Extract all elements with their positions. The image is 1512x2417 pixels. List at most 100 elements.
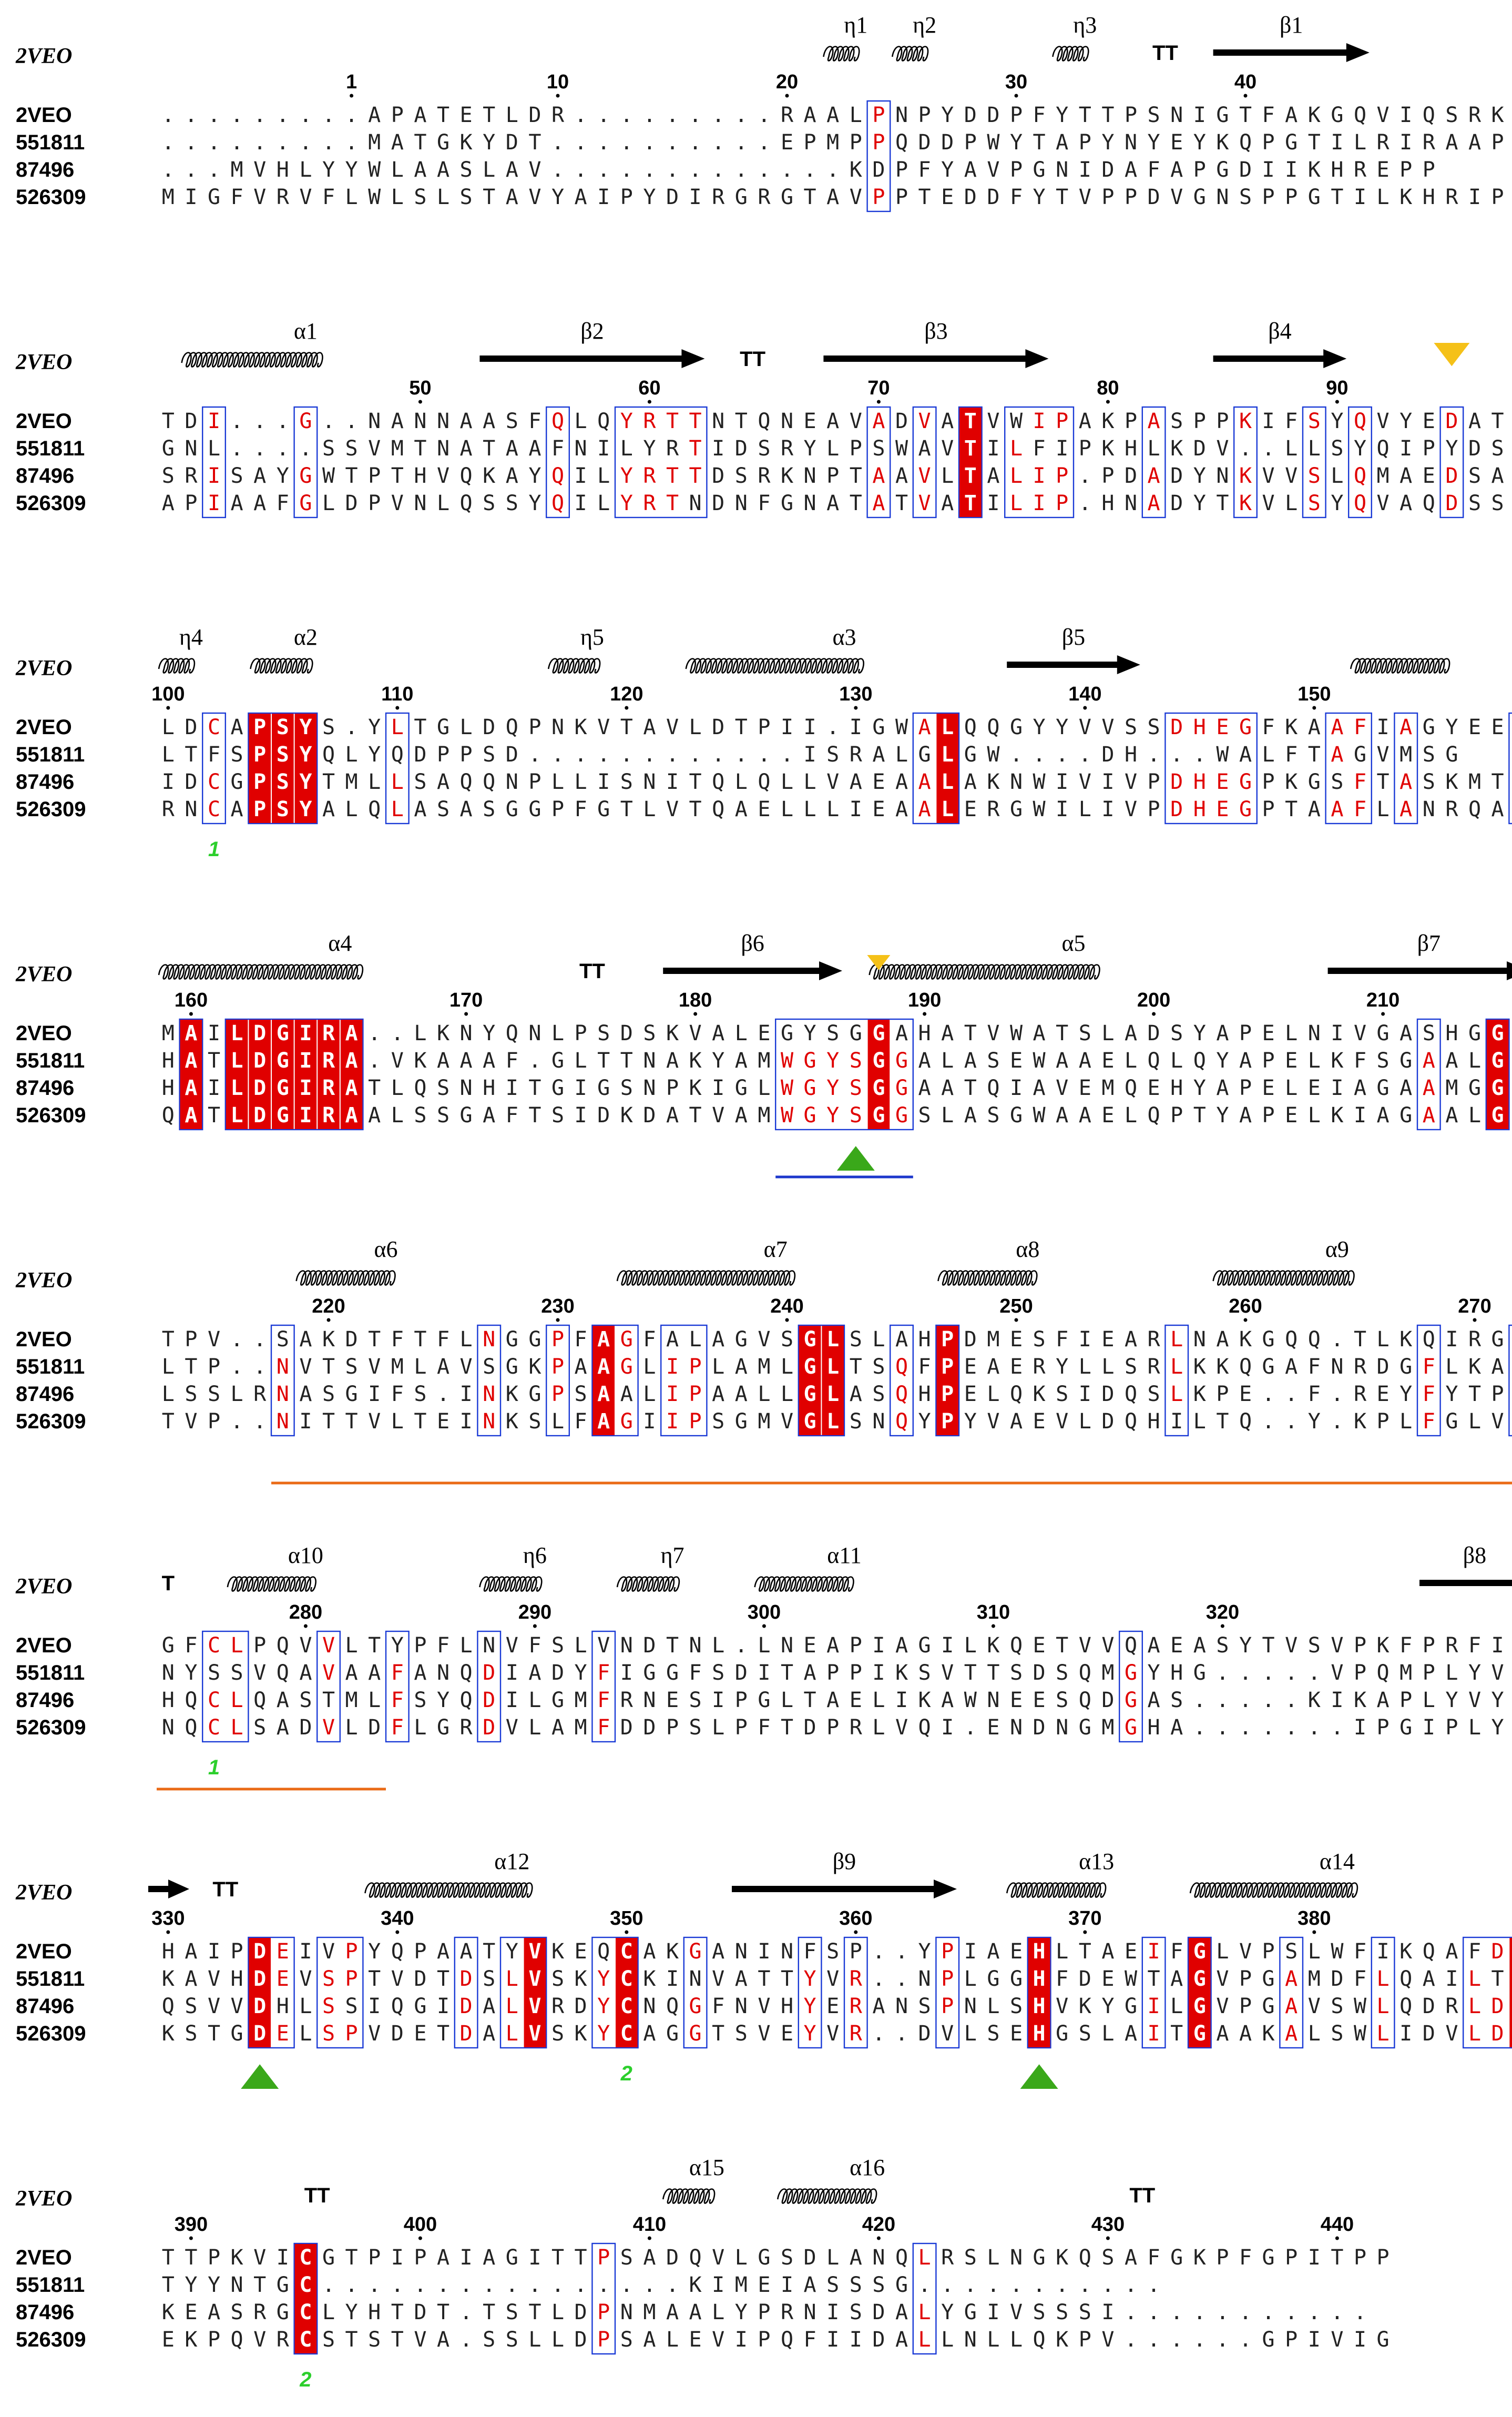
ss-element-label: α3 xyxy=(832,624,856,650)
residue: . xyxy=(551,130,564,155)
ss-element-label: η5 xyxy=(580,624,604,650)
residue: S xyxy=(964,2246,977,2270)
residue: H xyxy=(1423,185,1435,209)
residue: A xyxy=(1491,1355,1504,1379)
residue: E xyxy=(1170,130,1183,155)
residue: G xyxy=(597,797,610,821)
residue: T xyxy=(162,409,175,433)
residue: A xyxy=(345,1049,358,1073)
residue-number: 90 xyxy=(1326,377,1348,399)
residue: . xyxy=(689,743,702,767)
residue: P xyxy=(872,185,885,209)
residue: M xyxy=(391,436,404,461)
residue: L xyxy=(162,1382,175,1406)
residue: F xyxy=(1033,103,1046,127)
residue: V xyxy=(1285,1633,1298,1658)
residue: M xyxy=(735,2273,748,2297)
residue: G xyxy=(1010,1103,1023,1128)
residue: . xyxy=(1216,1661,1229,1685)
residue: G xyxy=(872,1076,885,1100)
residue: I xyxy=(299,1103,312,1128)
residue: Q xyxy=(551,464,564,488)
residue: N xyxy=(185,436,197,461)
residue: L xyxy=(1148,436,1160,461)
residue: F xyxy=(506,1103,518,1128)
residue: G xyxy=(804,1355,816,1379)
residue: V xyxy=(391,1049,404,1073)
residue: . xyxy=(528,743,541,767)
conservation-frame xyxy=(889,1324,914,1437)
residue: Q xyxy=(1010,1633,1023,1658)
residue: P xyxy=(253,1633,266,1658)
residue-number: 210 xyxy=(1366,989,1399,1011)
residue: S xyxy=(1079,2300,1091,2324)
residue: N xyxy=(872,1409,885,1434)
residue: Q xyxy=(1423,1327,1435,1352)
residue: G xyxy=(1193,1939,1206,1964)
residue: A xyxy=(1148,1688,1160,1712)
residue: Q xyxy=(1468,797,1481,821)
disulfide-label: 1 xyxy=(208,838,220,861)
residue: G xyxy=(162,436,175,461)
sequence-name: 526309 xyxy=(16,186,86,209)
residue: Y xyxy=(1216,1103,1229,1128)
beta-strand xyxy=(732,1886,936,1892)
residue: K xyxy=(1262,2022,1275,2046)
residue: W xyxy=(964,1688,977,1712)
residue: D xyxy=(1101,1688,1114,1712)
residue: K xyxy=(1331,1103,1343,1128)
residue: N xyxy=(231,2273,243,2297)
residue: S xyxy=(1331,436,1343,461)
residue: G xyxy=(299,409,312,433)
residue: I xyxy=(1354,1715,1366,1740)
residue: D xyxy=(987,185,999,209)
residue: G xyxy=(872,715,885,739)
residue: L xyxy=(506,1994,518,2018)
residue: V xyxy=(1445,2022,1458,2046)
residue: A xyxy=(1377,1103,1390,1128)
conservation-frame xyxy=(477,1630,502,1743)
residue: P xyxy=(185,491,197,515)
residue: Q xyxy=(1125,1409,1137,1434)
residue: N xyxy=(551,715,564,739)
residue: F xyxy=(208,743,220,767)
residue: Y xyxy=(528,491,541,515)
residue: Q xyxy=(1354,491,1366,515)
residue: D xyxy=(506,743,518,767)
residue: K xyxy=(1101,436,1114,461)
marker-triangle xyxy=(241,2064,279,2089)
residue: G xyxy=(1193,1967,1206,1991)
residue: A xyxy=(460,1049,473,1073)
residue: . xyxy=(643,103,656,127)
residue: P xyxy=(597,2246,610,2270)
residue: Y xyxy=(368,715,381,739)
residue: F xyxy=(437,1327,449,1352)
residue: L xyxy=(918,2246,931,2270)
residue: K xyxy=(506,1409,518,1434)
conservation-frame xyxy=(179,1018,203,1131)
residue: W xyxy=(1033,1103,1046,1128)
residue: R xyxy=(643,491,656,515)
residue: . xyxy=(253,1409,266,1434)
residue: Q xyxy=(597,409,610,433)
residue: G xyxy=(1193,2022,1206,2046)
residue: D xyxy=(1170,797,1183,821)
residue: G xyxy=(414,1994,426,2018)
residue: G xyxy=(758,2246,770,2270)
residue: V xyxy=(1079,185,1091,209)
marker-triangle xyxy=(867,955,891,970)
residue: N xyxy=(437,1661,449,1685)
residue: C xyxy=(208,1715,220,1740)
residue: D xyxy=(1445,464,1458,488)
residue: P xyxy=(1239,1076,1252,1100)
residue: P xyxy=(1010,158,1023,182)
residue: . xyxy=(460,2328,473,2352)
residue: Q xyxy=(895,130,908,155)
residue: Y xyxy=(345,158,358,182)
residue: G xyxy=(872,1021,885,1045)
residue: L xyxy=(1377,797,1390,821)
residue: L xyxy=(1010,491,1023,515)
residue: T xyxy=(345,2328,358,2352)
residue: T xyxy=(1216,491,1229,515)
